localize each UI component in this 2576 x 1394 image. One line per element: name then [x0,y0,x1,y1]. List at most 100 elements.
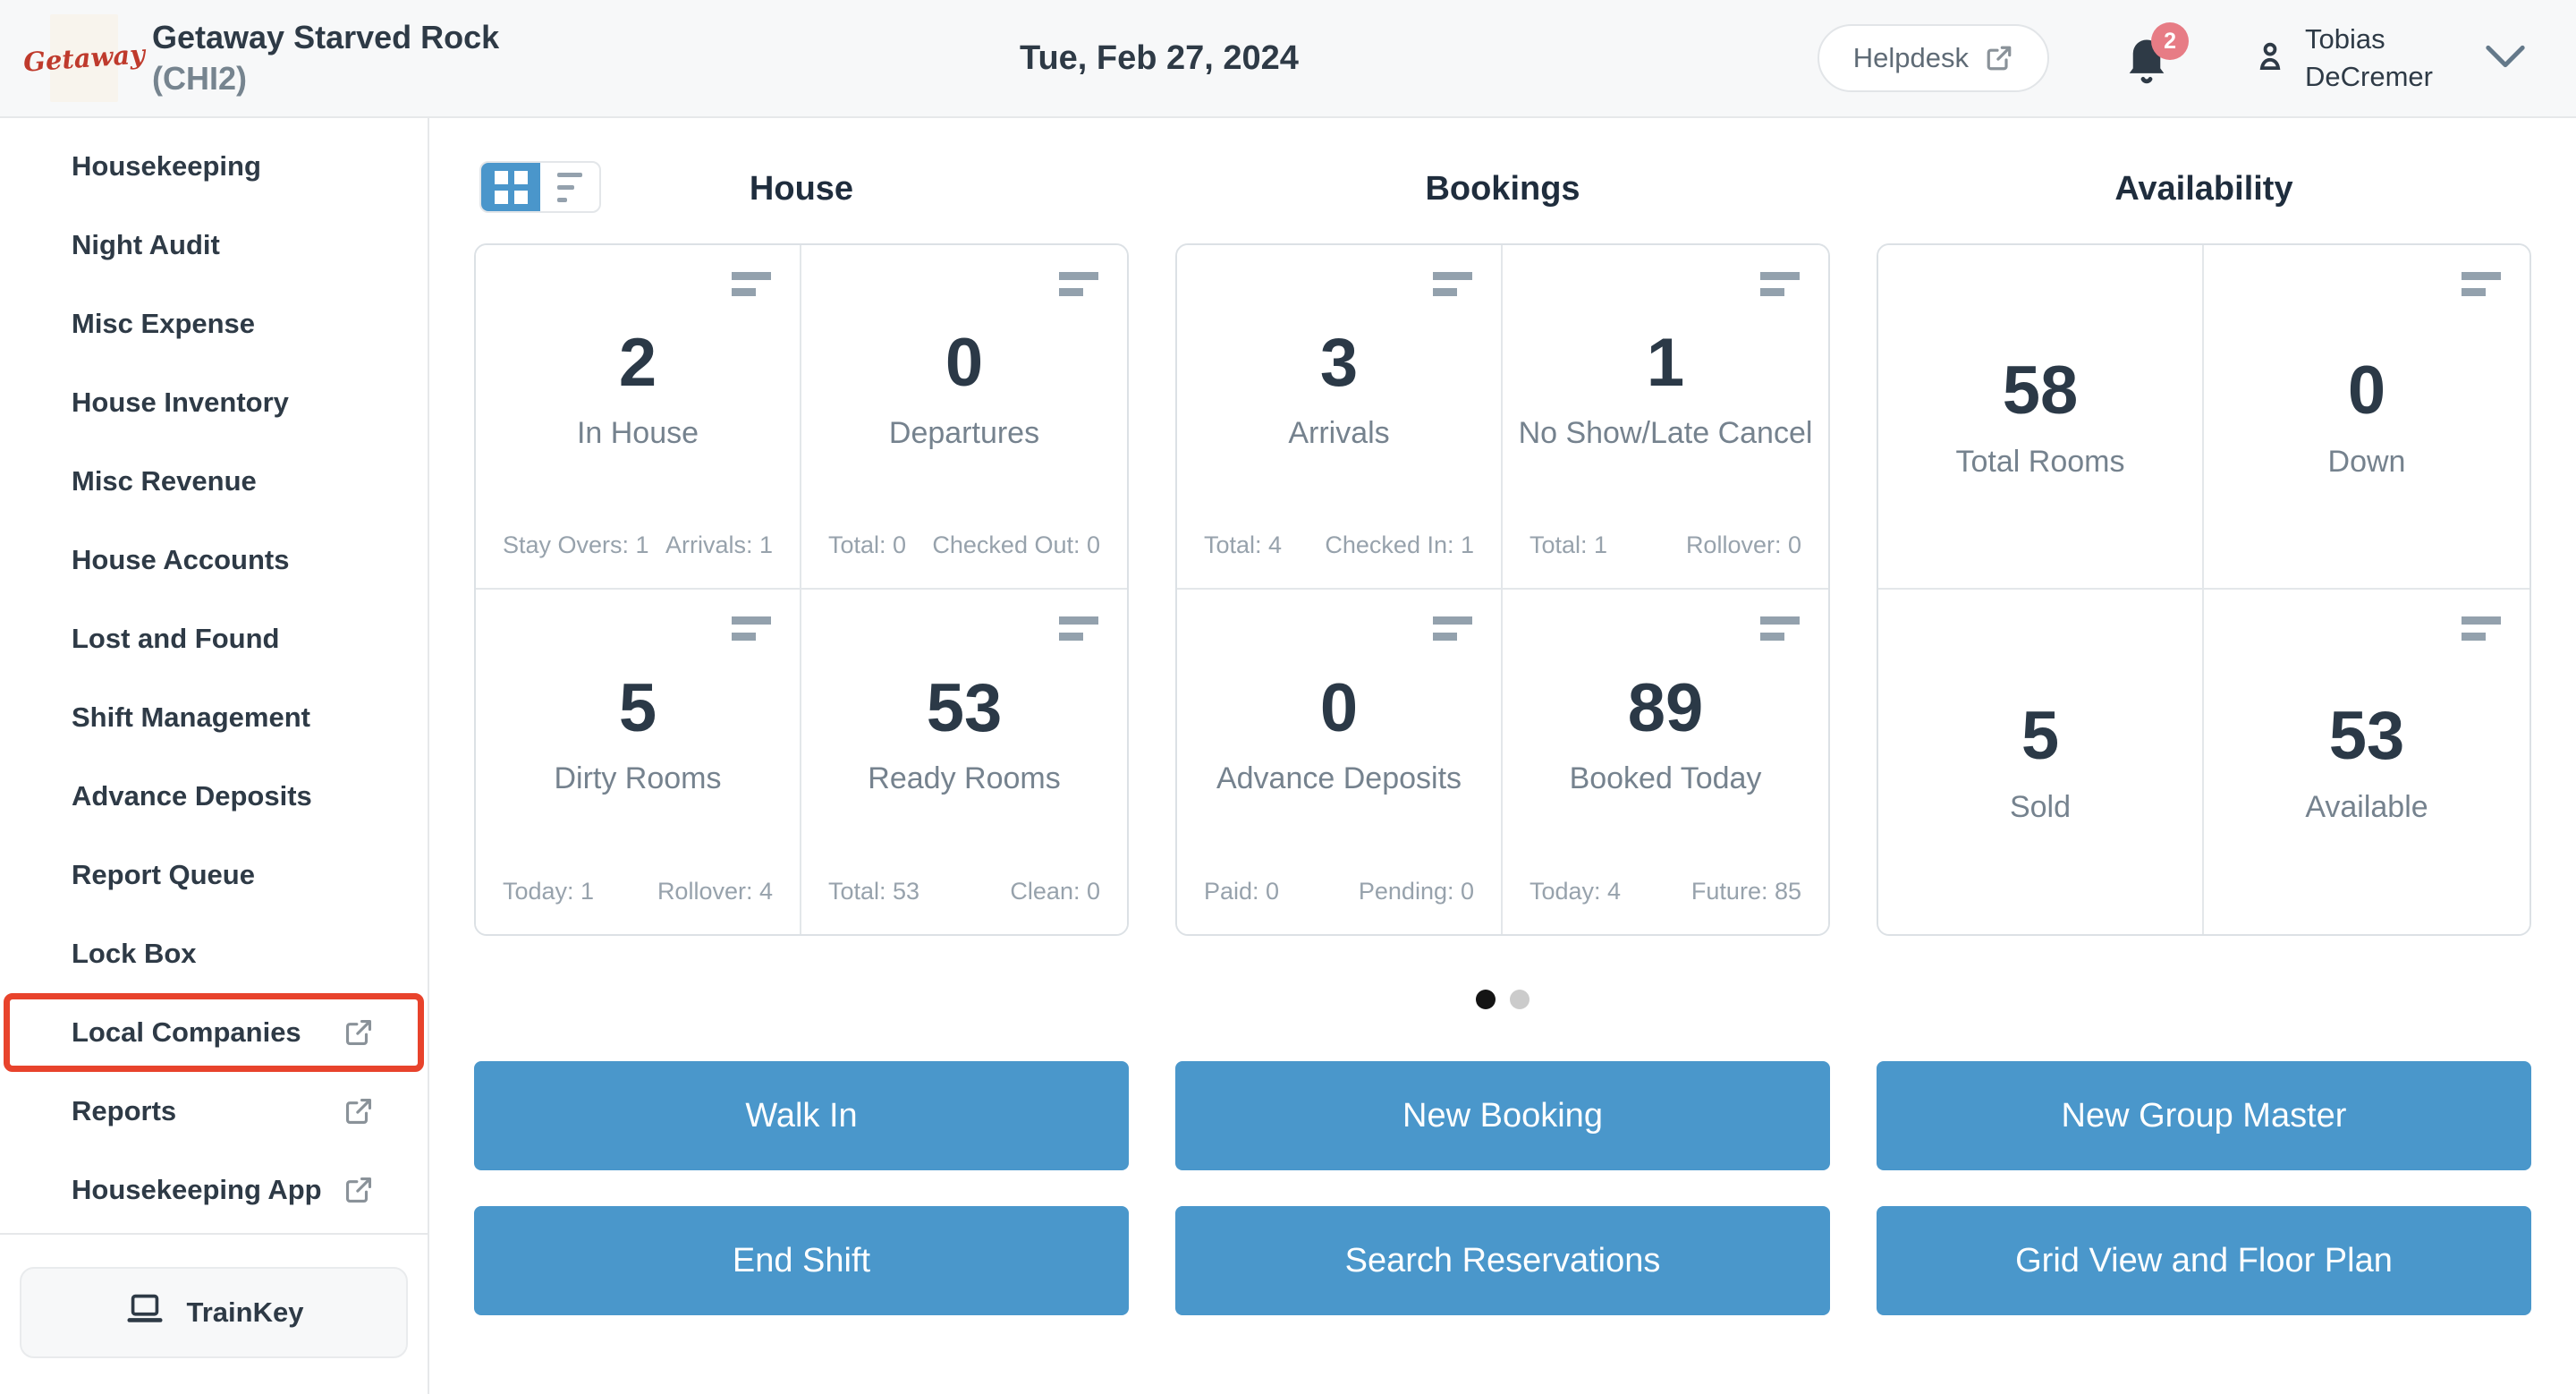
stat-label: Down [2327,444,2406,479]
card-footer: Total: 1 Rollover: 0 [1503,531,1828,588]
external-link-icon [343,1096,374,1126]
stat-sub-right: Clean: 0 [1010,878,1100,905]
list-view-toggle[interactable] [540,163,599,211]
stat-value: 3 [1319,324,1359,401]
pagination-dot[interactable] [1476,990,1496,1009]
sidebar-item-misc-expense[interactable]: Misc Expense [4,285,424,363]
stat-value: 0 [945,324,984,401]
card-dirty-rooms[interactable]: 5 Dirty Rooms Today: 1 Rollover: 4 [476,590,801,934]
pagination-dot[interactable] [1510,990,1530,1009]
stat-label: Dirty Rooms [554,761,722,796]
list-icon [557,172,582,202]
card-menu-icon[interactable] [2462,272,2501,296]
card-in-house[interactable]: 2 In House Stay Overs: 1 Arrivals: 1 [476,245,801,590]
card-menu-icon[interactable] [1059,616,1098,641]
card-body: 53 Available [2204,590,2529,934]
trainkey-label: TrainKey [186,1296,304,1328]
stat-label: No Show/Late Cancel [1518,416,1813,451]
pagination [474,990,2531,1009]
sidebar-item-local-companies[interactable]: Local Companies [4,993,424,1072]
sidebar-item-house-inventory[interactable]: House Inventory [4,363,424,442]
header-right: Helpdesk 2 [1817,21,2526,96]
sidebar-item-report-queue[interactable]: Report Queue [4,836,424,914]
card-menu-icon[interactable] [1433,272,1472,296]
stat-sub-left: Total: 53 [828,878,920,905]
card-menu-icon[interactable] [1760,272,1800,296]
sidebar-item-advance-deposits[interactable]: Advance Deposits [4,757,424,836]
stat-value: 2 [618,324,657,401]
notifications-button[interactable]: 2 [2121,22,2190,89]
stat-sub-left: Today: 1 [503,878,595,905]
sidebar-item-label: House Accounts [72,544,290,575]
sidebar-item-night-audit[interactable]: Night Audit [4,206,424,285]
main-content: House Bookings Availability 2 In House S… [429,118,2576,1394]
sidebar-item-label: Local Companies [72,1016,301,1048]
card-advance-deposits[interactable]: 0 Advance Deposits Paid: 0 Pending: 0 [1177,590,1503,934]
card-menu-icon[interactable] [732,616,771,641]
stat-sub-left: Total: 0 [828,531,907,558]
sidebar-item-label: Night Audit [72,229,220,260]
sidebar-item-reports[interactable]: Reports [4,1072,424,1151]
action-buttons: Walk In New Booking New Group Master End… [474,1061,2531,1315]
sidebar-item-shift-management[interactable]: Shift Management [4,678,424,757]
stat-value: 5 [618,669,657,746]
user-last-name: DeCremer [2305,61,2433,92]
card-no-show-late-cancel[interactable]: 1 No Show/Late Cancel Total: 1 Rollover:… [1503,245,1828,590]
grid-view-floor-plan-button[interactable]: Grid View and Floor Plan [1877,1206,2531,1315]
card-available[interactable]: 53 Available [2204,590,2529,934]
trainkey-button[interactable]: TrainKey [20,1267,408,1358]
laptop-icon [124,1288,165,1337]
stat-label: Arrivals [1288,416,1390,451]
sidebar-item-housekeeping-app[interactable]: Housekeeping App [4,1151,424,1229]
card-menu-icon[interactable] [1059,272,1098,296]
stat-sub-right: Arrivals: 1 [665,531,773,558]
walk-in-button[interactable]: Walk In [474,1061,1129,1170]
card-menu-icon[interactable] [732,272,771,296]
card-body: 89 Booked Today [1503,590,1828,878]
sidebar-item-house-accounts[interactable]: House Accounts [4,521,424,599]
search-reservations-button[interactable]: Search Reservations [1175,1206,1830,1315]
sidebar-item-label: Report Queue [72,859,255,890]
card-menu-icon[interactable] [1760,616,1800,641]
sidebar-item-lock-box[interactable]: Lock Box [4,914,424,993]
stat-value: 5 [2021,698,2060,775]
stat-sub-left: Stay Overs: 1 [503,531,649,558]
card-menu-icon[interactable] [1433,616,1472,641]
card-footer: Total: 0 Checked Out: 0 [801,531,1127,588]
stat-label: Ready Rooms [868,761,1061,796]
card-departures[interactable]: 0 Departures Total: 0 Checked Out: 0 [801,245,1127,590]
new-group-master-button[interactable]: New Group Master [1877,1061,2531,1170]
grid-view-toggle[interactable] [481,163,540,211]
card-down[interactable]: 0 Down [2204,245,2529,590]
sidebar-item-label: Shift Management [72,701,310,733]
sidebar-item-label: Housekeeping [72,150,261,182]
sidebar-item-label: Advance Deposits [72,780,312,812]
card-sold[interactable]: 5 Sold [1878,590,2204,934]
sidebar-item-housekeeping[interactable]: Housekeeping [4,127,424,206]
card-footer: Paid: 0 Pending: 0 [1177,878,1501,934]
card-body: 58 Total Rooms [1878,245,2202,588]
user-name: Tobias DeCremer [2305,21,2433,96]
property-name: Getaway Starved Rock [152,18,500,55]
end-shift-button[interactable]: End Shift [474,1206,1129,1315]
stat-label: Total Rooms [1955,444,2125,479]
card-ready-rooms[interactable]: 53 Ready Rooms Total: 53 Clean: 0 [801,590,1127,934]
new-booking-button[interactable]: New Booking [1175,1061,1830,1170]
card-body: 0 Down [2204,245,2529,588]
stat-sub-left: Total: 4 [1204,531,1283,558]
sidebar-item-lost-and-found[interactable]: Lost and Found [4,599,424,678]
stat-value: 53 [926,669,1003,746]
user-menu[interactable]: Tobias DeCremer [2251,21,2526,96]
getaway-logo: Getaway [22,14,146,102]
stat-sub-right: Rollover: 0 [1685,531,1801,558]
card-booked-today[interactable]: 89 Booked Today Today: 4 Future: 85 [1503,590,1828,934]
helpdesk-button[interactable]: Helpdesk [1817,24,2050,92]
card-arrivals[interactable]: 3 Arrivals Total: 4 Checked In: 1 [1177,245,1503,590]
header: Getaway Getaway Starved Rock (CHI2) Tue,… [0,0,2576,118]
house-group: 2 In House Stay Overs: 1 Arrivals: 1 0 D… [474,243,1129,936]
sidebar-item-label: Misc Expense [72,308,256,339]
sidebar-item-misc-revenue[interactable]: Misc Revenue [4,442,424,521]
card-menu-icon[interactable] [2462,616,2501,641]
card-total-rooms[interactable]: 58 Total Rooms [1878,245,2204,590]
bell-icon [2121,39,2173,89]
